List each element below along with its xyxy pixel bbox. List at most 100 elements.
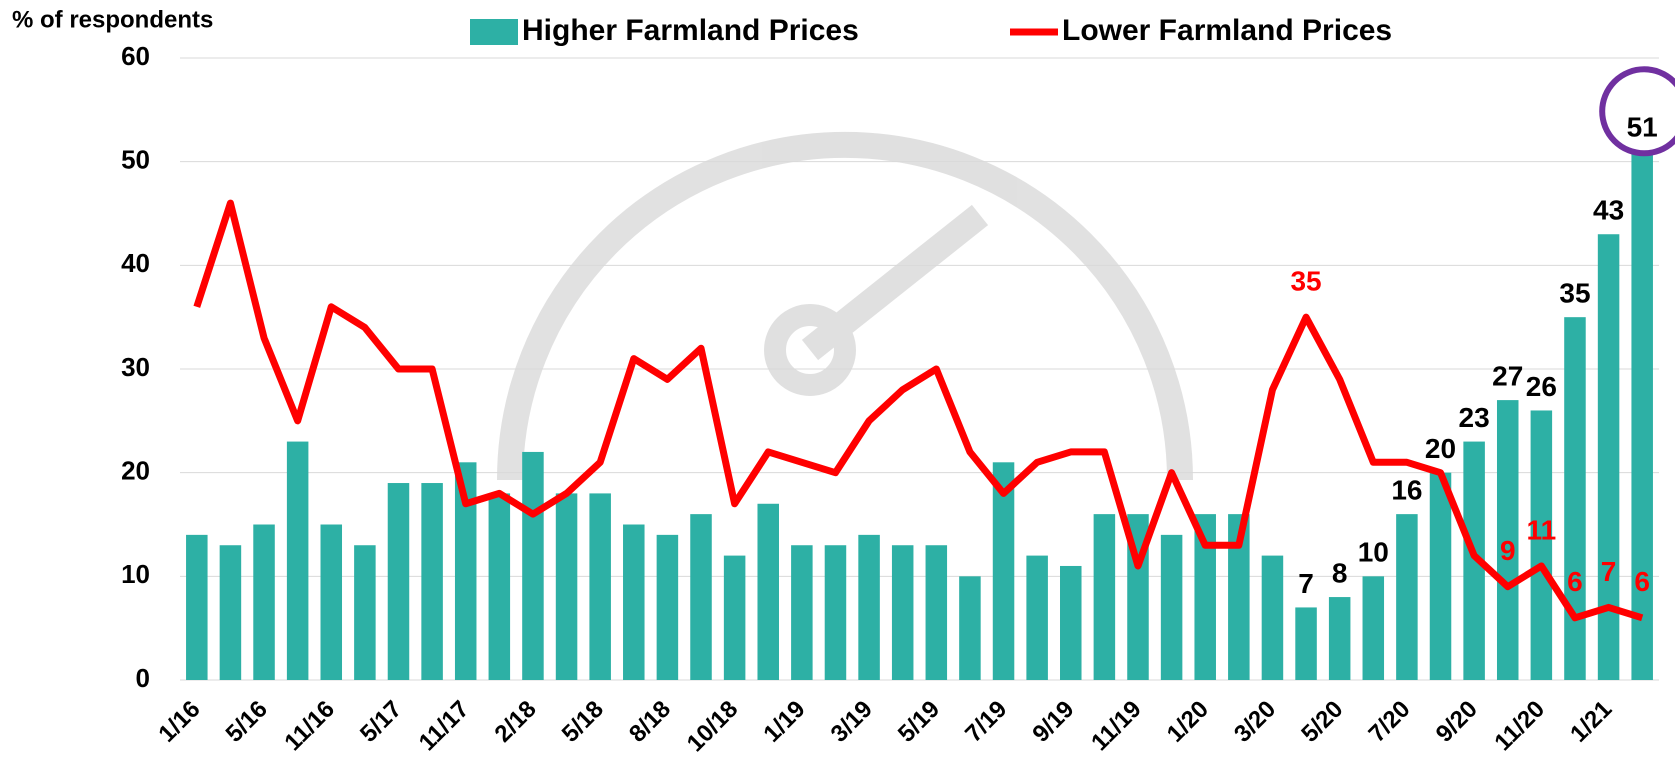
line: [193, 199, 1644, 622]
x-tick-label: 11/16: [279, 696, 340, 757]
data-label: 6: [1634, 566, 1650, 597]
x-tick-label: 11/17: [414, 696, 475, 757]
x-tick-label: 8/18: [624, 696, 676, 748]
bar: [1194, 514, 1216, 680]
x-tick-label: 9/19: [1027, 696, 1079, 748]
bar: [354, 545, 376, 680]
data-label: 35: [1290, 266, 1321, 297]
legend-label: Lower Farmland Prices: [1062, 14, 1392, 47]
bar: [824, 545, 847, 680]
x-tick-label: 9/20: [1431, 696, 1483, 748]
x-tick-label: 1/20: [1162, 696, 1214, 748]
x-tick-label: 5/20: [1296, 696, 1348, 748]
data-label: 43: [1593, 195, 1624, 226]
bar: [791, 545, 813, 680]
data-label: 9: [1500, 535, 1516, 566]
watermark: [497, 132, 1193, 481]
bar: [320, 524, 343, 680]
x-tick-label: 5/19: [893, 696, 945, 748]
data-label: 16: [1391, 475, 1422, 506]
bar: [286, 441, 309, 680]
bar: [1564, 317, 1586, 680]
x-tick-label: 7/19: [960, 696, 1012, 748]
bar: [992, 462, 1015, 680]
bar: [1060, 565, 1082, 680]
bar: [1228, 514, 1250, 680]
data-label: 51: [1627, 112, 1658, 143]
x-tick-label: 5/16: [221, 696, 273, 748]
bar: [891, 545, 914, 680]
watermark-gauge: [497, 132, 1193, 481]
bar: [723, 555, 746, 680]
data-label: 7: [1298, 568, 1314, 599]
bar: [1496, 400, 1519, 680]
legend-swatch: [470, 19, 518, 45]
y-axis-label: % of respondents: [12, 6, 213, 33]
x-tick-label: 5/17: [355, 696, 407, 748]
data-label: 7: [1601, 556, 1617, 587]
y-tick-label: 50: [121, 145, 150, 175]
bar: [1093, 514, 1116, 680]
x-tick-label: 1/19: [758, 696, 810, 748]
data-label: 27: [1492, 360, 1523, 391]
data-label: 8: [1332, 557, 1348, 588]
bar: [1295, 607, 1317, 680]
bar: [421, 483, 443, 680]
watermark-needle: [801, 204, 989, 361]
bar: [656, 534, 679, 680]
y-tick-label: 20: [121, 456, 150, 486]
x-tick-label: 11/19: [1086, 696, 1147, 757]
x-tick-label: 2/18: [490, 696, 542, 748]
bar: [454, 462, 477, 680]
bar: [1160, 534, 1183, 680]
data-label: 35: [1559, 278, 1590, 309]
y-tick-label: 60: [121, 41, 150, 71]
bar: [186, 534, 208, 680]
legend-label: Higher Farmland Prices: [522, 14, 859, 47]
watermark-hub: [764, 304, 856, 396]
data-label: 11: [1527, 514, 1557, 545]
bar: [959, 576, 981, 680]
bar: [1261, 555, 1284, 680]
x-tick-label: 3/20: [1229, 696, 1281, 748]
bar: [858, 534, 880, 680]
bar: [219, 545, 242, 680]
bar: [623, 524, 645, 680]
bar: [925, 545, 948, 680]
bar: [1463, 441, 1485, 680]
y-tick-label: 0: [136, 663, 150, 693]
x-tick-label: 1/16: [153, 696, 205, 748]
bar: [522, 451, 544, 680]
bar: [1597, 234, 1620, 680]
bar: [1631, 151, 1653, 681]
x-tick-label: 1/21: [1565, 696, 1617, 748]
bar: [1396, 514, 1418, 680]
bar: [1328, 597, 1351, 680]
bar: [555, 493, 578, 680]
y-tick-label: 40: [121, 248, 150, 278]
highlight-circle: [1599, 66, 1675, 157]
data-label: 23: [1459, 402, 1490, 433]
bar: [757, 503, 779, 680]
bar: [1530, 410, 1553, 680]
y-tick-label: 10: [121, 559, 150, 589]
x-tick-label: 5/18: [557, 696, 609, 748]
data-label: 10: [1358, 537, 1389, 568]
data-label: 6: [1567, 566, 1583, 597]
bar: [589, 493, 611, 680]
data-label: 26: [1526, 371, 1557, 402]
bar: [488, 493, 511, 680]
x-tick-label: 11/20: [1489, 696, 1550, 757]
x-tick-label: 7/20: [1363, 696, 1415, 748]
bar: [1026, 555, 1048, 680]
bar: [253, 524, 275, 680]
x-tick-label: 10/18: [682, 696, 744, 758]
bar: [690, 514, 712, 680]
bar: [387, 483, 410, 680]
bar: [1429, 472, 1452, 680]
x-tick-label: 3/19: [826, 696, 878, 748]
bar: [1362, 576, 1385, 680]
y-tick-label: 30: [121, 352, 150, 382]
data-label: 20: [1425, 433, 1456, 464]
